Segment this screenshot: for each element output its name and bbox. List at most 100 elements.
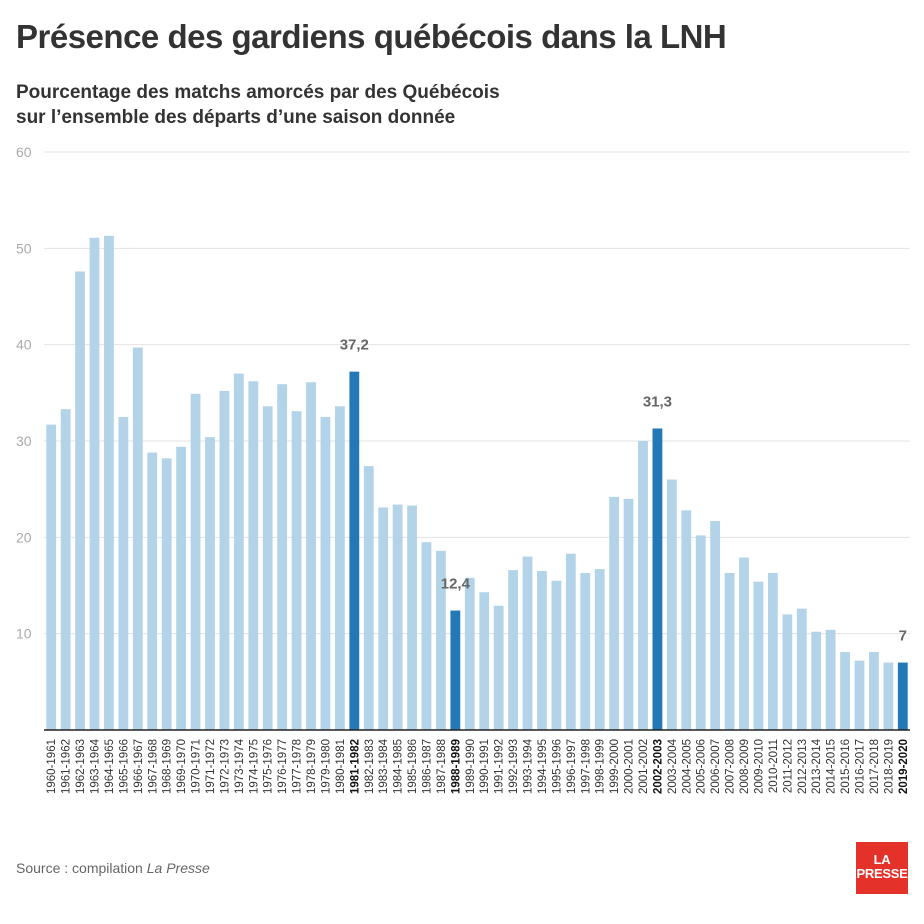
x-tick-label: 2004-2005 — [681, 739, 693, 794]
x-tick-label: 1982-1983 — [364, 739, 376, 794]
bar-2004-2005 — [681, 510, 692, 730]
bar-2008-2009 — [739, 557, 749, 730]
bar-1962-1963 — [75, 271, 85, 730]
x-tick-label: 1963-1964 — [90, 738, 102, 794]
bar-1968-1969 — [161, 458, 172, 730]
bar-2002-2003 — [652, 428, 663, 730]
bar-1974-1975 — [248, 381, 259, 730]
gridlines — [44, 151, 910, 635]
y-tick-label: 20 — [16, 529, 32, 545]
x-tick-label: 1969-1970 — [176, 739, 188, 794]
x-tick-label: 2013-2014 — [811, 738, 823, 794]
x-tick-label: 1974-1975 — [248, 739, 260, 794]
x-tick-label: 1979-1980 — [320, 739, 332, 794]
y-tick-label: 50 — [16, 240, 32, 256]
x-tick-label: 1976-1977 — [277, 739, 289, 794]
bar-2015-2016 — [840, 651, 850, 730]
bar-1965-1966 — [118, 416, 129, 730]
x-tick-label: 2010-2011 — [768, 739, 780, 793]
y-axis-ticks: 10 20 30 40 50 60 — [16, 144, 32, 642]
bar-1966-1967 — [132, 347, 143, 730]
bar-1972-1973 — [219, 390, 230, 730]
x-tick-label: 1983-1984 — [378, 738, 390, 794]
x-tick-label: 1977-1978 — [292, 739, 304, 794]
bar-1992-1993 — [508, 570, 518, 730]
bar-1961-1962 — [60, 409, 71, 730]
x-tick-label: 1968-1969 — [162, 739, 174, 794]
source-name: La Presse — [146, 860, 210, 876]
x-tick-label: 2012-2013 — [797, 739, 809, 794]
x-tick-label: 1993-1994 — [523, 738, 535, 794]
x-tick-label: 1981-1982 — [349, 739, 361, 794]
x-tick-label: 1975-1976 — [263, 739, 275, 794]
x-tick-label: 2007-2008 — [725, 739, 737, 794]
logo-line-1: LA — [873, 852, 891, 867]
bar-1982-1983 — [363, 466, 374, 730]
x-tick-label: 1989-1990 — [465, 739, 477, 794]
bar-1976-1977 — [277, 384, 288, 730]
bar-1964-1965 — [104, 235, 114, 730]
x-tick-label: 1970-1971 — [191, 739, 203, 794]
x-tick-label: 1980-1981 — [335, 739, 347, 794]
data-label-2019-2020: 7 — [899, 628, 907, 645]
x-tick-label: 2017-2018 — [869, 739, 881, 794]
x-tick-label: 2018-2019 — [883, 739, 895, 794]
source-prefix: Source : compilation — [16, 860, 147, 876]
bar-2001-2002 — [638, 441, 648, 730]
bar-2014-2015 — [825, 629, 836, 730]
bar-1979-1980 — [320, 416, 331, 730]
x-tick-label: 1971-1972 — [205, 739, 217, 794]
x-tick-label: 2016-2017 — [854, 739, 866, 794]
bar-1986-1987 — [421, 542, 432, 730]
x-tick-label: 1972-1973 — [219, 739, 231, 794]
x-tick-label: 1987-1988 — [436, 739, 448, 794]
x-tick-label: 1985-1986 — [407, 739, 419, 794]
x-tick-label: 1961-1962 — [61, 739, 73, 794]
x-tick-label: 1997-1998 — [580, 739, 592, 794]
x-tick-label: 1999-2000 — [609, 739, 621, 794]
bar-1988-1989 — [450, 610, 461, 730]
bar-1980-1981 — [334, 406, 345, 730]
bar-1978-1979 — [306, 382, 316, 730]
bar-1981-1982 — [349, 371, 360, 730]
x-tick-label: 2005-2006 — [696, 739, 708, 794]
bar-1977-1978 — [291, 411, 302, 730]
bar-2000-2001 — [623, 498, 634, 730]
bars — [46, 235, 908, 730]
x-tick-label: 2001-2002 — [638, 739, 650, 794]
x-tick-label: 2002-2003 — [652, 739, 664, 794]
bar-1985-1986 — [407, 505, 417, 730]
bar-1999-2000 — [609, 496, 620, 730]
bar-1975-1976 — [262, 406, 273, 730]
y-tick-label: 10 — [16, 626, 32, 642]
x-tick-label: 2009-2010 — [753, 739, 765, 794]
x-tick-label: 2019-2020 — [898, 739, 910, 794]
x-tick-label: 1966-1967 — [133, 739, 145, 794]
bar-1997-1998 — [580, 572, 591, 730]
chart-subtitle-line-1: Pourcentage des matchs amorcés par des Q… — [16, 82, 500, 103]
x-tick-label: 1988-1989 — [450, 739, 462, 794]
logo-line-2: PRESSE — [856, 866, 908, 881]
bar-2011-2012 — [782, 614, 793, 730]
data-labels: 37,2 12,4 31,3 7 — [340, 337, 907, 645]
bar-1991-1992 — [493, 605, 504, 730]
bar-1990-1991 — [479, 592, 490, 730]
chart-subtitle: Pourcentage des matchs amorcés par des Q… — [16, 80, 716, 130]
bar-1983-1984 — [378, 507, 389, 730]
x-tick-label: 1967-1968 — [147, 739, 159, 794]
bar-2009-2010 — [753, 581, 764, 730]
y-tick-label: 30 — [16, 433, 32, 449]
y-tick-label: 40 — [16, 337, 32, 353]
bar-1969-1970 — [176, 446, 187, 730]
x-tick-label: 1978-1979 — [306, 739, 318, 794]
bar-1984-1985 — [392, 504, 403, 730]
x-tick-label: 1991-1992 — [494, 739, 506, 794]
bar-1971-1972 — [205, 437, 215, 730]
data-label-2002-2003: 31,3 — [643, 393, 672, 410]
bar-2003-2004 — [666, 479, 677, 730]
x-tick-label: 2011-2012 — [782, 739, 794, 793]
bar-2007-2008 — [724, 572, 735, 730]
x-tick-label: 2014-2015 — [826, 739, 838, 794]
bar-1998-1999 — [594, 569, 605, 730]
bar-1973-1974 — [233, 373, 244, 730]
